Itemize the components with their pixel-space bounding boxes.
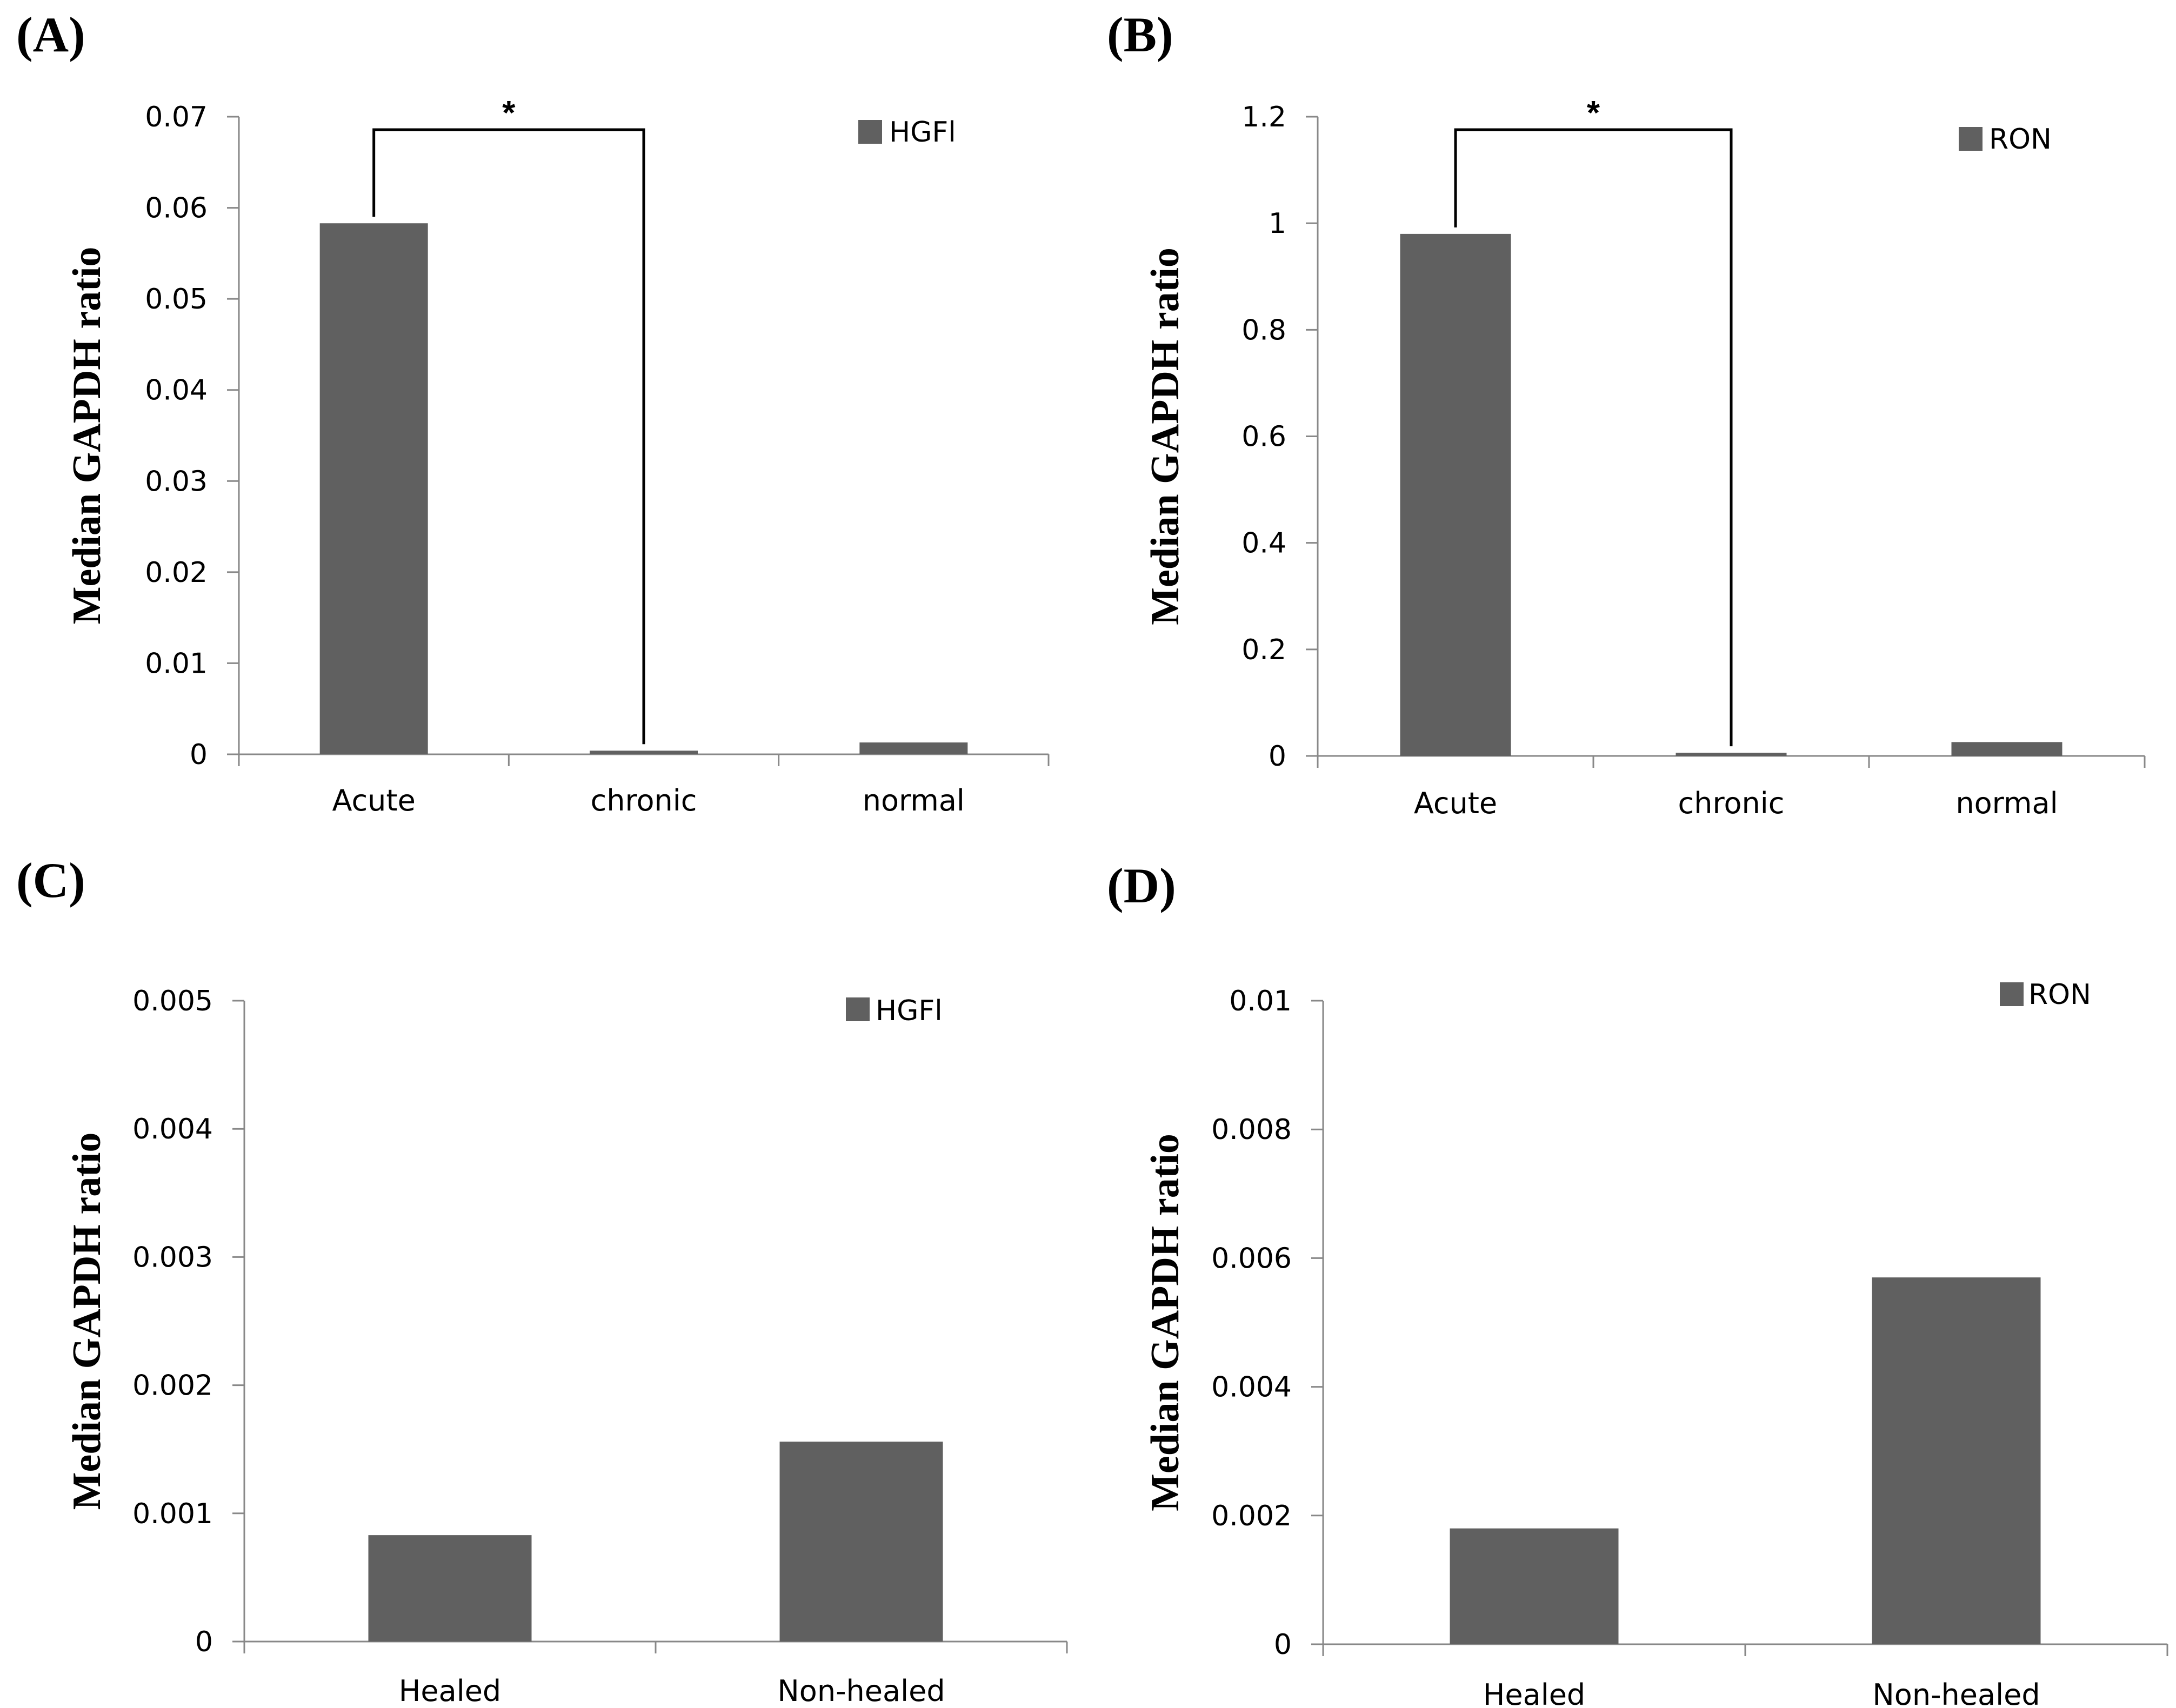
y-tick-label: 0.03 [145,465,208,498]
bar-non-healed [1872,1277,2041,1644]
y-tick-label: 0 [190,739,208,771]
panel-label: (A) [16,7,85,62]
y-tick-label: 0.06 [145,192,208,225]
bar-acute [319,223,428,754]
x-category-label: Non-healed [1872,1678,2040,1708]
y-tick-label: 0 [1274,1629,1292,1661]
y-tick-label: 1 [1269,207,1286,240]
panel-label: (B) [1107,7,1173,62]
y-tick-label: 0.6 [1241,421,1286,453]
y-tick-label: 0.001 [132,1498,213,1530]
bar-normal [1951,742,2062,756]
chart-panel-a: (A) Median GAPDH ratio 0 0.01 0.02 0.03 0.04 0.… [16,7,1050,818]
bar-chronic [1676,753,1787,756]
y-tick-label: 1.2 [1241,101,1286,133]
y-tick-label: 0.01 [1229,985,1292,1017]
legend-swatch [2000,982,2024,1006]
y-tick-label: 0.4 [1241,527,1286,560]
y-axis-label: Median GAPDH ratio [65,1133,109,1510]
significance-bracket [372,128,645,745]
panel-label: (D) [1107,858,1176,913]
y-tick-label: 0.2 [1241,634,1286,666]
y-tick-label: 0.006 [1211,1242,1292,1275]
y-tick-label: 0.01 [145,647,208,680]
x-category-label: chronic [1678,786,1785,820]
x-category-label: Acute [332,783,416,818]
significance-star: * [1587,95,1600,132]
legend-swatch [1959,127,1983,151]
x-category-label: normal [863,783,965,818]
y-tick-label: 0.004 [1211,1371,1292,1404]
legend-label: RON [2028,979,2091,1011]
y-tick-label: 0.008 [1211,1114,1292,1146]
y-tick-label: 0.002 [132,1370,213,1402]
chart-panel-b: (B) Median GAPDH ratio 0 0.2 0.4 0.6 0.8 1 1.2 Ac… [1107,7,2146,820]
y-tick-label: 0.003 [132,1241,213,1274]
legend-label: RON [1989,123,2052,156]
significance-bracket [1454,128,1733,747]
y-axis-label: Median GAPDH ratio [1143,247,1187,625]
x-category-label: Acute [1414,786,1497,820]
bar-non-healed [779,1441,943,1642]
legend-label: HGFl [889,116,956,149]
y-tick-label: 0.04 [145,374,208,407]
bar-acute [1400,233,1511,756]
legend-swatch [846,997,870,1021]
y-tick-label: 0 [1269,740,1286,773]
x-category-label: Non-healed [777,1674,945,1708]
y-tick-label: 0.004 [132,1113,213,1146]
chart-panel-d: (D) Median GAPDH ratio 0 0.002 0.004 0.006 0.0… [1107,858,2168,1708]
x-category-label: normal [1955,786,2058,820]
bar-chronic [590,751,698,754]
y-tick-label: 0.07 [145,101,208,133]
bar-normal [859,742,968,754]
bar-healed [368,1535,532,1642]
x-category-label: chronic [591,783,697,818]
y-tick-label: 0.005 [132,985,213,1017]
legend-label: HGFl [876,995,943,1027]
y-tick-label: 0.8 [1241,314,1286,346]
y-tick-label: 0 [195,1626,213,1658]
y-axis-label: Median GAPDH ratio [1143,1134,1187,1511]
x-category-label: Healed [1483,1678,1585,1708]
x-category-label: Healed [399,1674,501,1708]
panel-label: (C) [16,853,85,908]
y-tick-label: 0.05 [145,283,208,316]
y-tick-label: 0.02 [145,557,208,589]
y-axis-label: Median GAPDH ratio [65,247,109,625]
y-tick-label: 0.002 [1211,1500,1292,1532]
legend-swatch [858,120,882,144]
significance-star: * [502,95,516,132]
chart-panel-c: (C) Median GAPDH ratio 0 0.001 0.002 0.003 0.0… [16,853,1068,1708]
bar-healed [1450,1528,1619,1644]
